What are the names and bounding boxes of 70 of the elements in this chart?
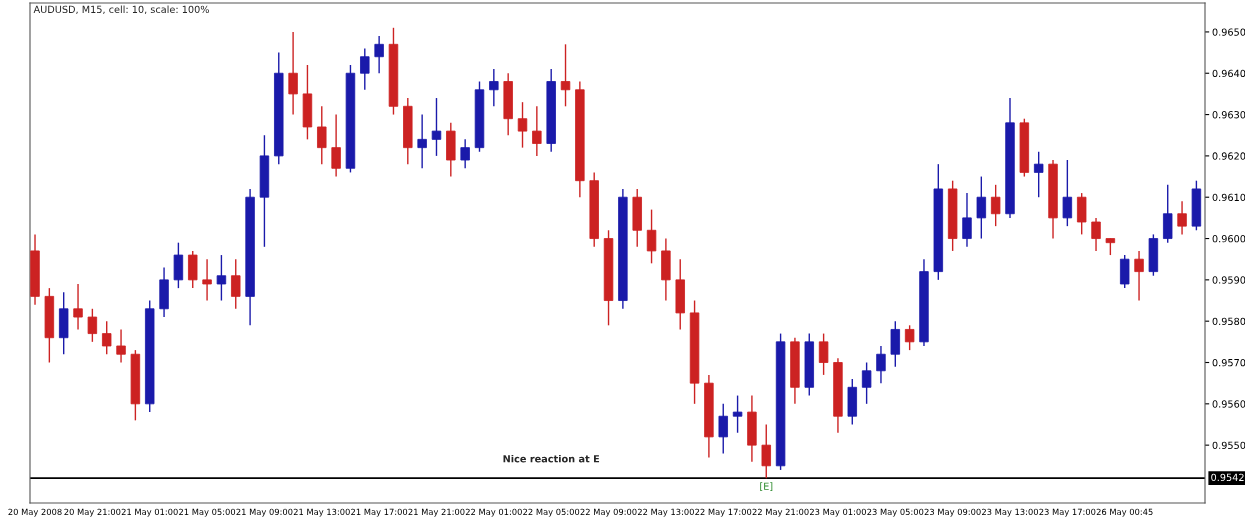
candlestick — [861, 361, 872, 405]
y-tick-label: 0.9580 — [1212, 317, 1245, 326]
x-tick-label: 22 May 09:00 — [580, 508, 637, 517]
y-tick-label: 0.9610 — [1212, 193, 1245, 202]
candlestick — [990, 184, 1001, 227]
x-tick-label: 20 May 21:00 — [64, 508, 121, 517]
y-tick-label: 0.9570 — [1212, 358, 1245, 367]
candlestick — [1134, 250, 1144, 302]
y-tick-label: 0.9630 — [1212, 111, 1245, 119]
candlestick — [374, 35, 384, 74]
candlestick — [1177, 200, 1187, 236]
candlestick — [216, 254, 227, 302]
candlestick — [532, 105, 542, 157]
candlestick — [360, 47, 370, 91]
candlestick — [1091, 217, 1101, 252]
y-tick-label: 0.9650 — [1212, 28, 1245, 36]
candlestick — [876, 345, 886, 384]
candlestick — [87, 308, 98, 343]
candlestick — [976, 175, 987, 240]
x-tick-label: 22 May 17:00 — [695, 508, 752, 517]
x-tick-label: 21 May 21:00 — [408, 508, 465, 517]
x-tick-label: 23 May 05:00 — [867, 508, 924, 517]
candlestick — [231, 258, 241, 310]
x-tick-label: 21 May 05:00 — [179, 508, 236, 517]
candlestick — [962, 192, 972, 248]
candlestick — [718, 403, 728, 455]
x-tick-label: 22 May 05:00 — [523, 508, 580, 517]
x-tick-label: 22 May 21:00 — [752, 508, 809, 517]
candlestick — [116, 328, 126, 364]
y-tick-label: 0.9590 — [1212, 276, 1245, 284]
candlestick — [1033, 151, 1044, 198]
x-tick-label: 26 May 00:45 — [1096, 508, 1153, 517]
candlestick — [431, 97, 442, 157]
candlestick — [317, 105, 327, 165]
x-tick-label: 22 May 13:00 — [637, 508, 694, 517]
candlestick — [288, 31, 298, 116]
y-tick-label: 0.9640 — [1212, 69, 1245, 78]
candlestick — [560, 43, 571, 108]
x-tick-label: 23 May 17:00 — [1039, 508, 1096, 517]
candlestick — [818, 332, 829, 376]
candlestick — [101, 320, 112, 355]
annotation: Nice reaction at E — [503, 454, 600, 463]
candlestick — [331, 113, 341, 178]
x-tick-label: 23 May 09:00 — [924, 508, 981, 517]
candlestick — [761, 423, 771, 479]
candlestick — [732, 394, 743, 434]
ref-line-label: 0.9542 — [1211, 473, 1244, 482]
y-tick-label: 0.9600 — [1212, 235, 1245, 243]
y-tick-label: 0.9560 — [1212, 400, 1245, 408]
x-tick-label: 21 May 01:00 — [121, 508, 178, 517]
x-tick-label: 22 May 01:00 — [465, 508, 522, 517]
candlestick — [1062, 159, 1073, 227]
x-tick-label: 21 May 09:00 — [236, 508, 293, 517]
candlestick — [489, 68, 499, 108]
candlestick — [460, 138, 470, 169]
x-tick-label: 21 May 17:00 — [351, 508, 408, 517]
x-tick-label: 23 May 01:00 — [809, 508, 866, 517]
y-tick-label: 0.9550 — [1212, 441, 1245, 449]
x-tick-label: 23 May 13:00 — [982, 508, 1039, 517]
candlestick — [517, 101, 528, 149]
annotation: [E] — [760, 482, 773, 492]
candlestick — [202, 258, 212, 302]
chart-title: AUDUSD, M15, cell: 10, scale: 100% — [33, 5, 209, 15]
candlestick — [646, 208, 657, 265]
x-tick-label: 20 May 2008 — [8, 508, 62, 517]
y-tick-label: 0.9620 — [1212, 152, 1245, 160]
candlestick — [904, 324, 915, 351]
x-tick-label: 21 May 13:00 — [293, 508, 350, 517]
candlestick — [73, 283, 83, 331]
candlestick — [417, 113, 427, 169]
